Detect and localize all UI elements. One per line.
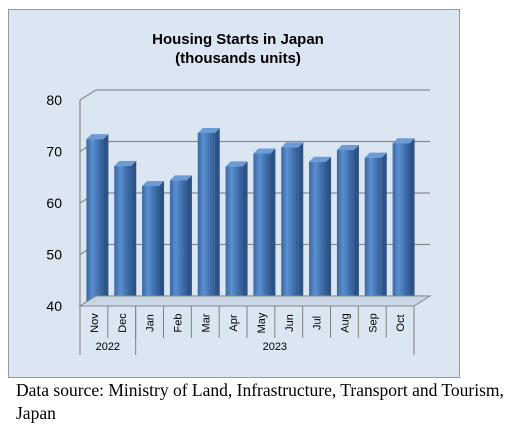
x-tick-label: Nov	[89, 313, 101, 333]
bar-feb	[169, 175, 192, 306]
bar-side	[409, 138, 415, 306]
x-tick-label: Aug	[339, 313, 351, 333]
chart-subtitle: (thousands units)	[175, 50, 301, 67]
bar-front	[309, 161, 327, 306]
bar-side	[159, 181, 165, 306]
bar-top	[253, 148, 276, 154]
bar-side	[103, 134, 109, 306]
bar-front	[392, 143, 410, 306]
bar-side	[214, 127, 220, 307]
bar-front	[114, 165, 132, 306]
axes: 40 50 60 70 80 Nov Dec Jan Feb Mar Apr May Jun Jul Aug…	[46, 92, 432, 355]
bar-top	[392, 138, 415, 144]
floor	[78, 295, 432, 307]
data-source-caption: Data source: Ministry of Land, Infrastru…	[16, 380, 504, 423]
bar-side	[131, 160, 137, 306]
bar-front	[225, 166, 243, 306]
bar-side	[186, 175, 192, 306]
bar-dec	[114, 160, 137, 306]
bar-aug	[336, 144, 359, 306]
bar-jan	[142, 181, 165, 306]
x-tick-label: Feb	[172, 314, 184, 333]
bar-front	[197, 132, 215, 306]
bar-side	[353, 144, 359, 306]
bar-side	[381, 152, 387, 306]
bar-top	[197, 127, 220, 133]
bar-side	[270, 148, 276, 306]
x-tick-label: Jun	[284, 314, 296, 332]
y-tick-label: 80	[46, 92, 62, 108]
bar-top	[169, 175, 192, 181]
bar-front	[169, 180, 187, 306]
bar-side	[326, 156, 332, 306]
bar-front	[281, 147, 299, 306]
bar-oct	[392, 138, 415, 306]
x-tick-label: Mar	[200, 313, 212, 332]
bar-top	[364, 152, 387, 158]
bar-jul	[309, 156, 332, 306]
x-tick-label: Dec	[117, 313, 129, 333]
year-label: 2022	[96, 341, 120, 353]
bar-front	[364, 157, 382, 306]
chart-title: Housing Starts in Japan	[152, 31, 324, 48]
bar-mar	[197, 127, 220, 307]
bar-side	[242, 161, 248, 306]
bar-top	[225, 161, 248, 167]
bar-sep	[364, 152, 387, 306]
bar-side	[298, 142, 304, 306]
bar-jun	[281, 142, 304, 306]
y-tick-label: 60	[46, 195, 62, 211]
y-tick-label: 40	[46, 298, 62, 314]
gridline	[79, 89, 430, 101]
y-tick-label: 50	[46, 247, 62, 263]
x-tick-label: Jul	[312, 316, 324, 330]
bar-top	[114, 160, 137, 166]
bar-front	[253, 153, 271, 306]
bar-nov	[86, 134, 109, 306]
chart-frame: Housing Starts in Japan (thousands units…	[8, 9, 460, 378]
bar-top	[281, 142, 304, 148]
bars	[86, 127, 415, 307]
bar-front	[86, 139, 104, 306]
bar-top	[142, 181, 165, 187]
x-tick-label: Jan	[145, 314, 157, 332]
x-tick-label: May	[256, 312, 268, 333]
x-tick-label: Oct	[395, 314, 407, 331]
bar-top	[336, 144, 359, 150]
bar-top	[309, 156, 332, 162]
bar-apr	[225, 161, 248, 306]
bar-top	[86, 134, 109, 140]
bar-front	[336, 149, 354, 306]
bar-may	[253, 148, 276, 306]
x-tick-label: Sep	[367, 313, 379, 333]
bar-front	[142, 186, 160, 306]
y-tick-label: 70	[46, 144, 62, 160]
bar-chart: Housing Starts in Japan (thousands units…	[46, 31, 432, 355]
x-tick-label: Apr	[228, 314, 240, 331]
year-label: 2023	[263, 341, 287, 353]
